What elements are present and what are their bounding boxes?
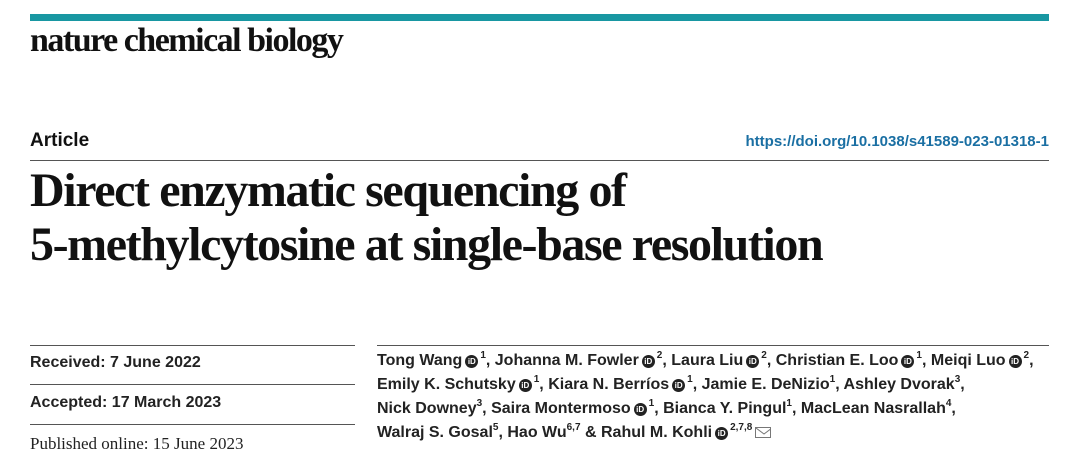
orcid-icon[interactable]: iD [641, 355, 655, 368]
author-entry: Walraj S. Gosal5, [377, 422, 503, 442]
author-separator: , [960, 376, 965, 393]
article-title: Direct enzymatic sequencing of 5-methylc… [30, 164, 1049, 272]
journal-accent-bar [30, 14, 1049, 21]
author-entry: Johanna M. Fowler iD2, [494, 350, 667, 370]
accepted-row: Accepted: 17 March 2023 [30, 385, 355, 425]
author-separator: , [951, 400, 956, 417]
author-entry: MacLean Nasrallah4, [800, 398, 956, 418]
affiliation-number: 4 [945, 398, 952, 409]
affiliation-number: 3 [476, 398, 483, 409]
orcid-icon[interactable]: iD [1008, 355, 1022, 368]
author-separator: , [539, 376, 544, 393]
affiliation-number: 1 [916, 350, 922, 361]
author-entry: Hao Wu6,7 & [507, 422, 601, 442]
author-entry: Bianca Y. Pingul1, [663, 398, 797, 418]
author-entry: Emily K. Schutsky iD1, [377, 374, 544, 394]
journal-name: nature chemical biology [30, 22, 344, 59]
author-name[interactable]: Meiqi Luo [930, 352, 1006, 369]
author-separator: , [498, 424, 503, 441]
title-line-2: 5-methylcytosine at single-base resoluti… [30, 218, 824, 271]
dates-top-rule [30, 345, 355, 346]
author-name[interactable]: Johanna M. Fowler [494, 352, 639, 369]
author-name[interactable]: Laura Liu [671, 352, 744, 369]
orcid-icon[interactable]: iD [715, 427, 729, 440]
author-separator: , [654, 400, 659, 417]
envelope-icon[interactable] [755, 427, 772, 438]
author-entry: Jamie E. DeNizio1, [701, 374, 840, 394]
author-name[interactable]: Hao Wu [507, 424, 567, 441]
orcid-icon[interactable]: iD [901, 355, 915, 368]
author-name[interactable]: Jamie E. DeNizio [701, 376, 830, 393]
author-name[interactable]: Ashley Dvorak [843, 376, 955, 393]
orcid-icon[interactable]: iD [465, 355, 479, 368]
orcid-icon[interactable]: iD [633, 403, 647, 416]
author-name[interactable]: Emily K. Schutsky [377, 376, 516, 393]
author-name[interactable]: Nick Downey [377, 400, 477, 417]
author-entry: Nick Downey3, [377, 398, 487, 418]
author-name[interactable]: MacLean Nasrallah [800, 400, 946, 417]
author-name[interactable]: Saira Montermoso [491, 400, 631, 417]
affiliation-number: 1 [829, 374, 836, 385]
author-separator: , [692, 376, 698, 393]
author-separator: , [485, 352, 491, 369]
author-entry: Kiara N. Berríos iD1, [548, 374, 698, 394]
affiliation-number: 3 [954, 374, 961, 385]
author-name[interactable]: Walraj S. Gosal [377, 424, 493, 441]
orcid-icon[interactable]: iD [518, 379, 532, 392]
author-entry: Saira Montermoso iD1, [491, 398, 659, 418]
author-entry: Christian E. Loo iD1, [775, 350, 927, 370]
author-entry: Tong Wang iD1, [377, 350, 491, 370]
author-name[interactable]: Christian E. Loo [775, 352, 899, 369]
author-separator: , [1029, 352, 1034, 369]
author-separator: , [482, 400, 487, 417]
affiliation-number: 2 [761, 350, 767, 361]
article-type-label: Article [30, 130, 90, 151]
affiliation-number: 5 [492, 422, 499, 433]
accepted-date: Accepted: 17 March 2023 [30, 394, 222, 411]
author-separator: , [921, 352, 927, 369]
doi-link[interactable]: https://doi.org/10.1038/s41589-023-01318… [745, 133, 1050, 150]
published-row: Published online: 15 June 2023 [30, 425, 355, 465]
orcid-icon[interactable]: iD [746, 355, 760, 368]
affiliation-number: 1 [480, 350, 486, 361]
authors-top-rule [377, 345, 1049, 346]
author-entry: Meiqi Luo iD2, [930, 350, 1034, 370]
affiliation-number: 2 [656, 350, 663, 361]
author-name[interactable]: Kiara N. Berríos [548, 376, 670, 393]
received-row: Received: 7 June 2022 [30, 345, 355, 385]
author-name[interactable]: Bianca Y. Pingul [663, 400, 787, 417]
author-separator: , [766, 352, 772, 369]
affiliation-number: 2,7,8 [730, 422, 753, 433]
received-date: Received: 7 June 2022 [30, 354, 201, 371]
title-line-1: Direct enzymatic sequencing of [30, 164, 627, 217]
author-separator: , [662, 352, 667, 369]
author-list: Tong Wang iD1, Johanna M. Fowler iD2, Laur… [377, 349, 1049, 445]
orcid-icon[interactable]: iD [672, 379, 686, 392]
affiliation-number: 1 [786, 398, 792, 409]
author-entry: Ashley Dvorak3, [843, 374, 965, 394]
author-entry: Rahul M. Kohli iD2,7,8 [600, 422, 772, 441]
article-dates: Received: 7 June 2022 Accepted: 17 March… [30, 345, 355, 465]
affiliation-number: 1 [533, 374, 540, 385]
author-separator: & [580, 424, 601, 441]
affiliation-number: 6,7 [566, 422, 581, 433]
affiliation-number: 1 [687, 374, 693, 385]
affiliation-number: 1 [648, 398, 655, 409]
affiliation-number: 2 [1023, 350, 1030, 361]
author-separator: , [835, 376, 840, 393]
published-date: Published online: 15 June 2023 [30, 434, 244, 453]
author-separator: , [791, 400, 797, 417]
author-name[interactable]: Rahul M. Kohli [600, 424, 713, 441]
header-rule [30, 160, 1049, 161]
author-name[interactable]: Tong Wang [377, 352, 463, 369]
author-entry: Laura Liu iD2, [671, 350, 772, 370]
